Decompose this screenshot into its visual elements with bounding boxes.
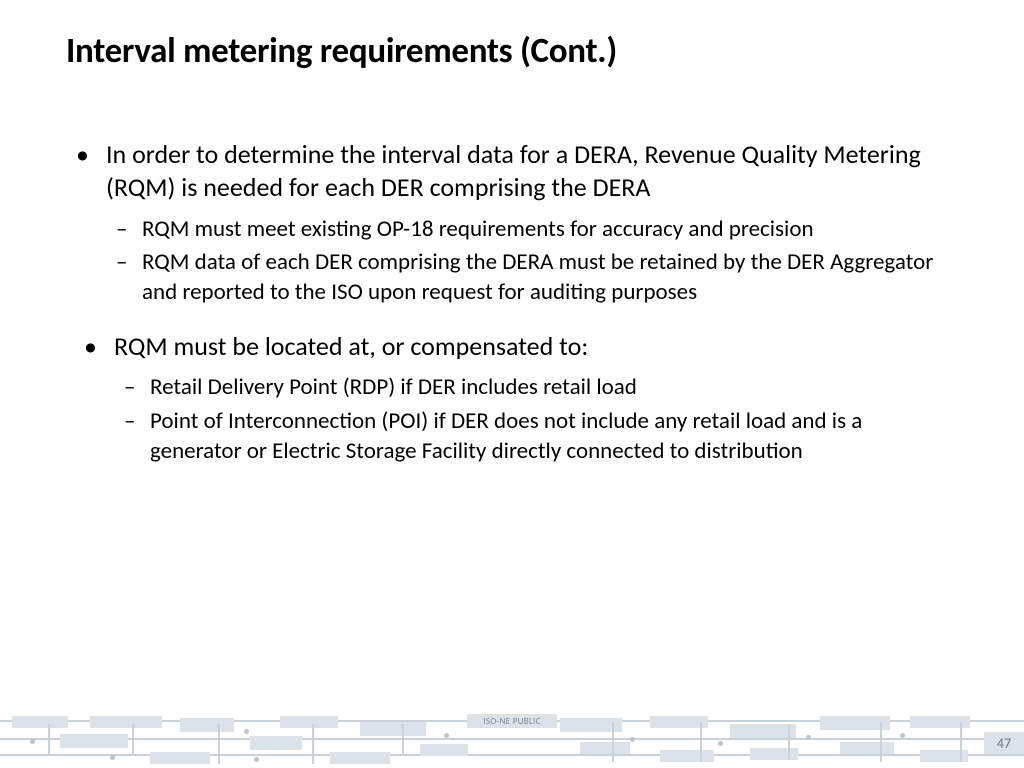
bullet-text: In order to determine the interval data … [106,138,921,203]
sub-bullet-text: RQM data of each DER comprising the DERA… [142,248,933,306]
sub-bullet-text: Point of Interconnection (POI) if DER do… [150,407,862,465]
sub-bullet-item: RQM data of each DER comprising the DERA… [106,248,952,308]
page-number: 47 [984,732,1024,754]
sub-bullet-item: Point of Interconnection (POI) if DER do… [114,407,952,467]
bullet-text: RQM must be located at, or compensated t… [114,330,588,362]
sub-bullet-item: Retail Delivery Point (RDP) if DER inclu… [114,373,952,403]
slide: Interval metering requirements (Cont.) I… [0,0,1024,768]
sub-bullet-text: RQM must meet existing OP-18 requirement… [142,215,814,243]
bullet-item: RQM must be located at, or compensated t… [80,330,952,467]
content-body: In order to determine the interval data … [72,138,952,489]
sub-bullet-text: Retail Delivery Point (RDP) if DER inclu… [150,373,637,401]
footer-classification-label: ISO-NE PUBLIC [467,714,557,728]
sub-bullet-item: RQM must meet existing OP-18 requirement… [106,215,952,245]
page-title: Interval metering requirements (Cont.) [66,30,617,72]
bullet-item: In order to determine the interval data … [72,138,952,308]
slide-footer: ISO-NE PUBLIC 47 [0,694,1024,768]
